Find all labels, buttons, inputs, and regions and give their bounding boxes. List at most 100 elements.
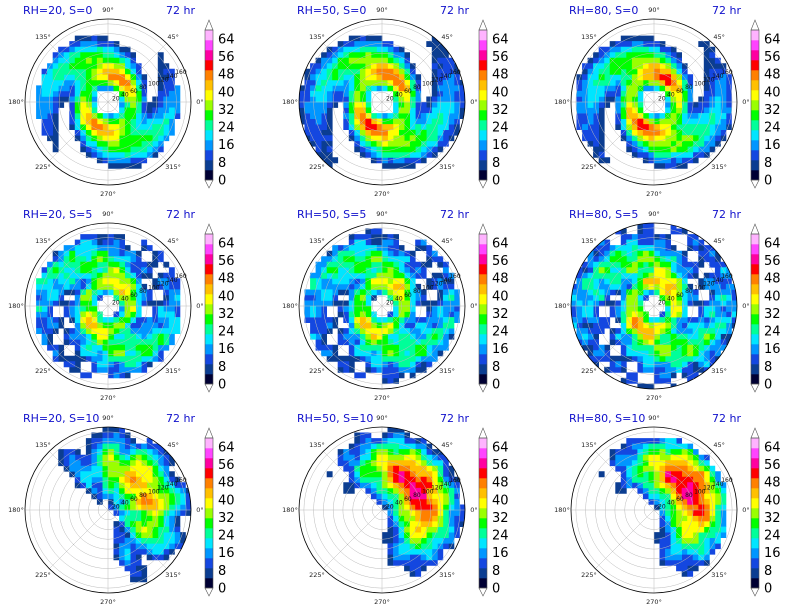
radial-tick-label: 140 xyxy=(166,277,178,284)
colorbar-segment xyxy=(479,548,487,559)
colorbar-tick-label: 16 xyxy=(492,546,509,561)
colorbar-segment xyxy=(479,478,487,489)
contour-level-10 xyxy=(91,74,131,130)
colorbar-segment xyxy=(479,264,487,275)
contour-level-9 xyxy=(659,460,710,527)
colorbar-segment xyxy=(751,110,759,121)
colorbar-segment xyxy=(751,70,759,81)
colorbar-tick-label: 8 xyxy=(492,156,500,171)
colorbar-segment xyxy=(479,374,487,385)
radial-tick-label: 160 xyxy=(175,69,187,76)
colorbar-tick-label: 40 xyxy=(218,85,235,100)
colorbar-tick-label: 48 xyxy=(764,272,781,287)
colorbar-segment xyxy=(751,40,759,51)
colorbar-segment xyxy=(751,80,759,91)
colorbar-segment xyxy=(751,244,759,255)
radial-tick-label: 160 xyxy=(175,477,187,484)
radial-tick-label: 140 xyxy=(166,73,178,80)
angle-tick-label: 135° xyxy=(35,33,51,41)
angle-tick-label: 180° xyxy=(8,302,24,310)
colorbar-segment xyxy=(751,478,759,489)
colorbar-segment xyxy=(479,568,487,579)
colorbar-segment xyxy=(751,374,759,385)
radial-tick-label: 20 xyxy=(658,299,666,306)
angular-gridline xyxy=(381,509,441,569)
colorbar-tick-label: 16 xyxy=(218,546,235,561)
angle-tick-label: 0° xyxy=(196,506,203,514)
contour-level-7 xyxy=(80,256,136,357)
colorbar-segment xyxy=(205,364,213,375)
contour-level-5 xyxy=(593,46,716,158)
angular-gridline xyxy=(49,451,109,511)
contour-level-11 xyxy=(637,74,671,130)
contour-level-8 xyxy=(376,454,444,538)
angle-tick-label: 0° xyxy=(196,98,203,106)
panel-hours: 72 hr xyxy=(712,412,741,425)
contour-level-4 xyxy=(36,239,181,368)
panel-title: RH=80, S=10 xyxy=(569,412,645,425)
angle-tick-label: 45° xyxy=(713,237,725,245)
polar-panel: 2040608010012014016090°45°0°315°270°225°… xyxy=(554,4,780,198)
angle-tick-label: 180° xyxy=(554,98,570,106)
radial-tick-label: 120 xyxy=(703,77,715,84)
field-cells xyxy=(58,427,191,583)
radial-tick-label: 40 xyxy=(667,92,675,99)
colorbar-segment xyxy=(479,70,487,81)
angular-gridline xyxy=(381,247,441,307)
colorbar-tick-label: 0 xyxy=(218,582,226,597)
colorbar-tick-label: 56 xyxy=(764,254,781,269)
angle-tick-label: 180° xyxy=(282,98,298,106)
colorbar-tick-label: 8 xyxy=(492,360,500,375)
colorbar-segment xyxy=(751,448,759,459)
colorbar-segment xyxy=(479,558,487,569)
colorbar-segment xyxy=(751,578,759,589)
angle-tick-label: 315° xyxy=(165,367,181,375)
angle-tick-label: 180° xyxy=(554,506,570,514)
colorbar-segment xyxy=(205,170,213,181)
colorbar-segment xyxy=(205,80,213,91)
colorbar-extend-bottom xyxy=(478,587,488,597)
colorbar-tick-label: 56 xyxy=(764,50,781,65)
panel-hours: 72 hr xyxy=(166,208,195,221)
field-cells xyxy=(36,35,181,169)
angle-tick-label: 45° xyxy=(167,237,179,245)
colorbar-tick-label: 24 xyxy=(764,325,781,340)
angle-tick-label: 45° xyxy=(713,441,725,449)
colorbar-tick-label: 8 xyxy=(218,156,226,171)
colorbar-segment xyxy=(479,50,487,61)
angle-tick-label: 90° xyxy=(376,414,388,422)
radial-tick-label: 80 xyxy=(685,492,693,499)
colorbar-segment xyxy=(751,304,759,315)
colorbar-segment xyxy=(479,458,487,469)
colorbar-tick-label: 32 xyxy=(764,511,781,526)
colorbar-tick-label: 56 xyxy=(492,254,509,269)
colorbar-tick-label: 40 xyxy=(218,493,235,508)
radial-tick-label: 80 xyxy=(413,492,421,499)
contour-level-10 xyxy=(130,476,153,505)
radial-tick-label: 20 xyxy=(386,95,394,102)
colorbar-segment xyxy=(205,448,213,459)
radial-tick-label: 100 xyxy=(148,488,160,495)
angle-tick-label: 270° xyxy=(646,190,662,198)
colorbar-frame xyxy=(478,29,488,181)
contour-level-5 xyxy=(315,46,444,158)
colorbar-segment xyxy=(751,50,759,61)
colorbar-segment xyxy=(205,578,213,589)
angle-tick-label: 135° xyxy=(581,33,597,41)
panel-title: RH=20, S=5 xyxy=(23,208,92,221)
panel-title: RH=50, S=10 xyxy=(297,412,373,425)
polar-panel: 2040608010012014016090°45°0°315°270°225°… xyxy=(282,208,508,402)
colorbar-tick-label: 64 xyxy=(218,236,235,251)
colorbar-segment xyxy=(479,170,487,181)
angle-tick-label: 0° xyxy=(742,506,749,514)
colorbar-segment xyxy=(479,100,487,111)
angular-gridline xyxy=(107,101,167,161)
colorbar-tick-label: 0 xyxy=(764,174,772,189)
radial-tick-label: 160 xyxy=(721,273,733,280)
contour-level-8 xyxy=(648,454,716,538)
colorbar-tick-label: 0 xyxy=(492,582,500,597)
colorbar-tick-label: 64 xyxy=(492,32,509,47)
angular-gridline xyxy=(595,247,655,307)
contour-level-4 xyxy=(310,239,455,368)
radial-tick-label: 40 xyxy=(395,500,403,507)
